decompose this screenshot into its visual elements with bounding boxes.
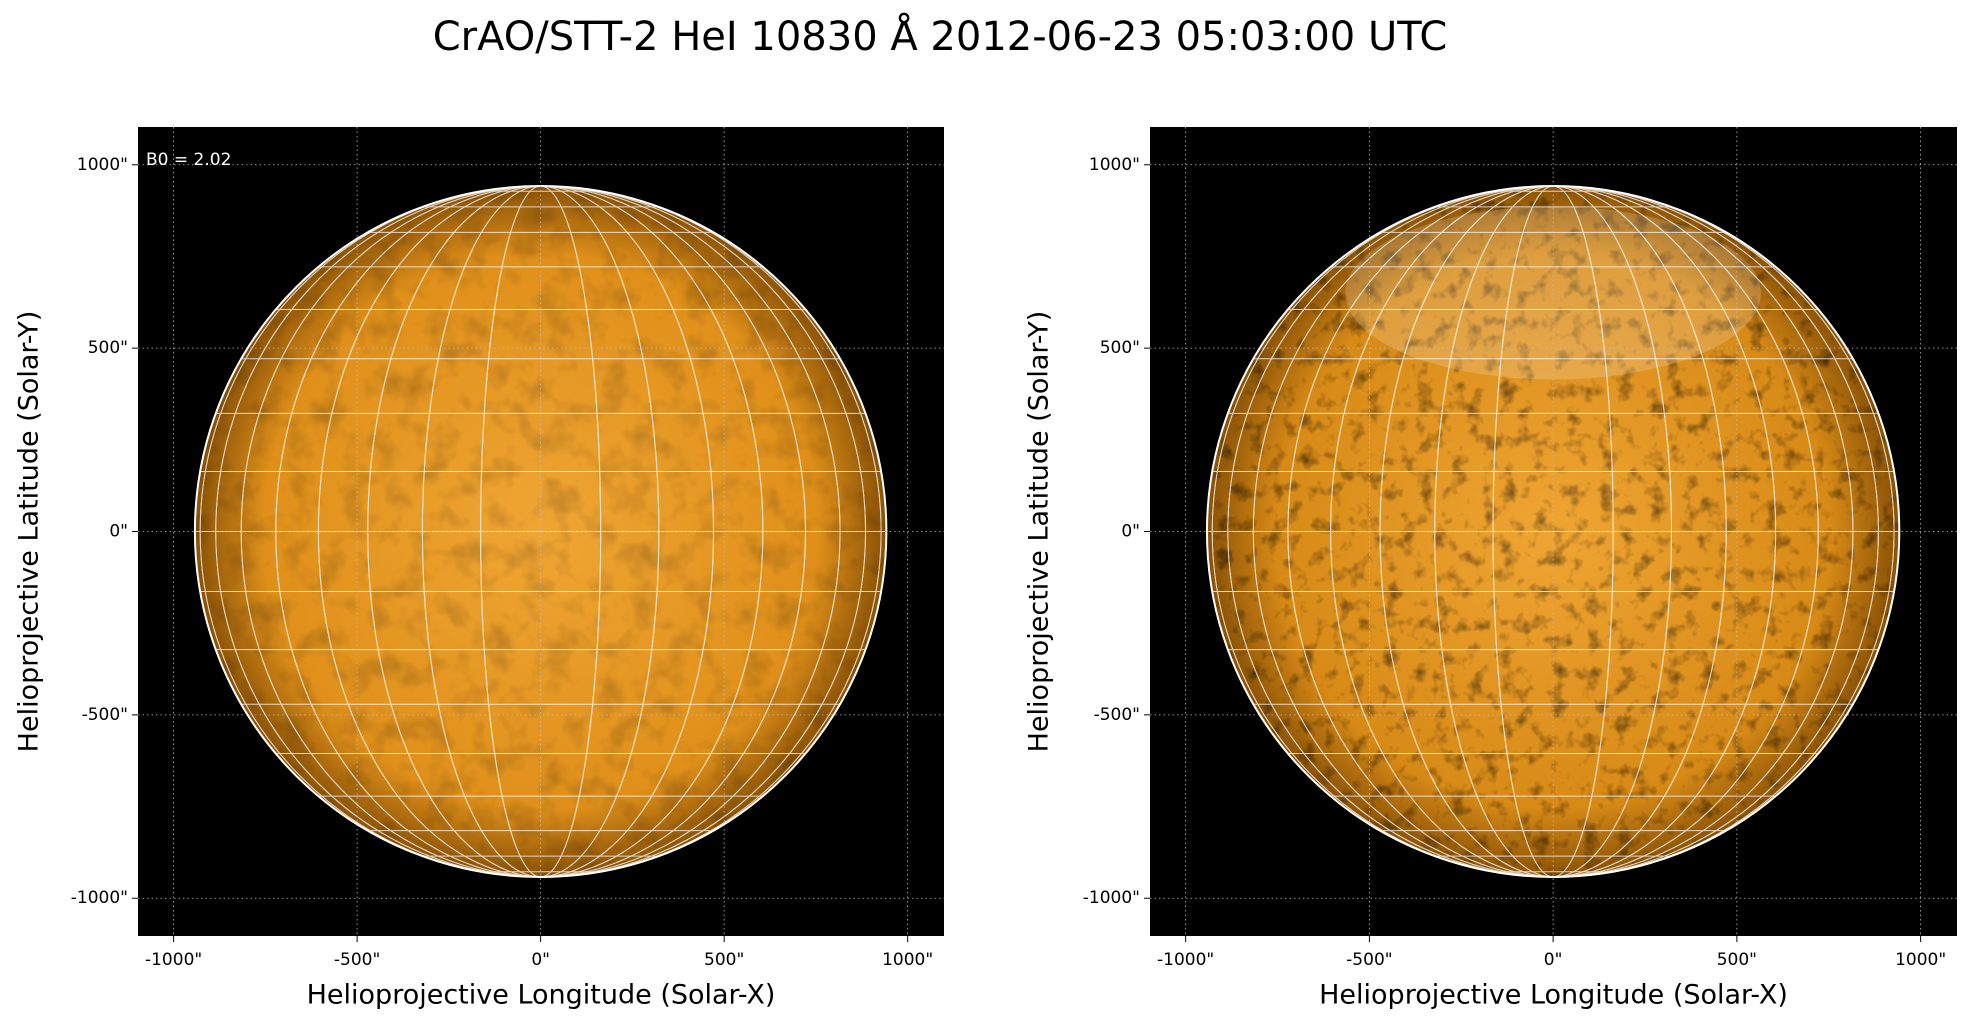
y-tick-label: 0" (109, 522, 128, 542)
x-tick-label: 500" (704, 950, 744, 970)
solar-image (1150, 127, 1957, 936)
x-tick-label: 500" (1717, 950, 1757, 970)
y-tick-label: 0" (1121, 522, 1140, 542)
annotation: B0 = 2.02 (146, 150, 231, 170)
y-tick-label: 500" (1100, 338, 1140, 358)
y-tick-label: 500" (88, 338, 128, 358)
x-tick-label: 0" (1544, 950, 1563, 970)
x-tick-label: -1000" (145, 950, 202, 970)
figure-title: CrAO/STT-2 HeI 10830 Å 2012-06-23 05:03:… (433, 12, 1448, 60)
x-tick-label: 0" (531, 950, 550, 970)
y-axis-label: Helioprojective Latitude (Solar-Y) (14, 311, 45, 753)
y-tick-label: -500" (1094, 705, 1140, 725)
y-tick-label: 1000" (1089, 155, 1140, 175)
bright-polar-region (1345, 206, 1761, 380)
x-tick-label: 1000" (1895, 950, 1946, 970)
x-tick-label: 1000" (882, 950, 933, 970)
y-axis-label: Helioprojective Latitude (Solar-Y) (1024, 311, 1055, 753)
y-tick-label: -1000" (1083, 888, 1140, 908)
x-axis-label: Helioprojective Longitude (Solar-X) (307, 980, 776, 1011)
x-tick-label: -500" (334, 950, 380, 970)
x-tick-label: -500" (1346, 950, 1392, 970)
y-tick-label: -500" (82, 705, 128, 725)
y-tick-label: -1000" (71, 888, 128, 908)
y-tick-label: 1000" (77, 155, 128, 175)
x-axis-label: Helioprojective Longitude (Solar-X) (1319, 980, 1788, 1011)
x-tick-label: -1000" (1157, 950, 1214, 970)
